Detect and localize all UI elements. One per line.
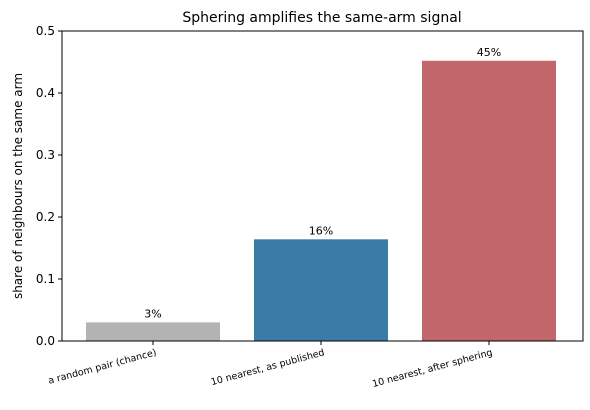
value-label: 16% bbox=[309, 224, 333, 237]
value-label: 45% bbox=[477, 46, 501, 59]
value-label: 3% bbox=[144, 307, 161, 320]
x-tick-label: 10 nearest, as published bbox=[210, 347, 326, 388]
bar bbox=[422, 60, 556, 341]
y-tick-label: 0.4 bbox=[36, 86, 55, 100]
bar bbox=[86, 322, 220, 341]
y-tick-label: 0.3 bbox=[36, 148, 55, 162]
y-tick-label: 0.5 bbox=[36, 24, 55, 38]
y-tick-label: 0.2 bbox=[36, 210, 55, 224]
bar bbox=[254, 239, 388, 341]
y-axis-label: share of neighbours on the same arm bbox=[11, 73, 25, 299]
x-tick-label: 10 nearest, after sphering bbox=[371, 347, 494, 390]
y-tick-label: 0.0 bbox=[36, 334, 55, 348]
x-tick-label: a random pair (chance) bbox=[47, 347, 158, 387]
y-tick-label: 0.1 bbox=[36, 272, 55, 286]
chart-title: Sphering amplifies the same-arm signal bbox=[182, 10, 461, 26]
plot-frame bbox=[61, 30, 584, 342]
